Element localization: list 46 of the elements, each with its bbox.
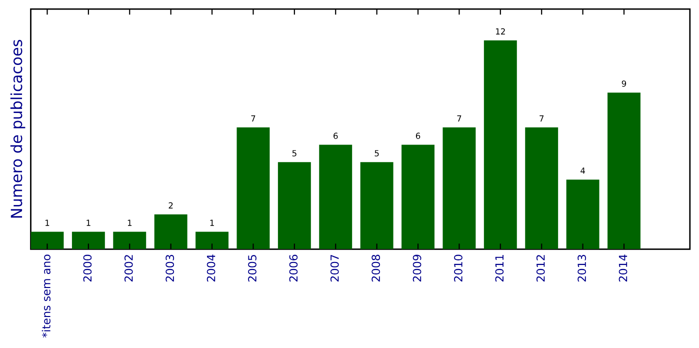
bar bbox=[525, 127, 558, 250]
bar bbox=[113, 232, 146, 250]
data-label: 5 bbox=[374, 150, 379, 156]
data-label: 2 bbox=[168, 202, 173, 208]
bar bbox=[196, 232, 229, 250]
data-label: 12 bbox=[496, 28, 505, 34]
data-label: 1 bbox=[46, 220, 50, 226]
x-tick-label: 2004 bbox=[206, 254, 216, 282]
data-label: 7 bbox=[251, 115, 256, 122]
data-label: 1 bbox=[128, 220, 132, 226]
bar bbox=[154, 214, 188, 250]
x-tick-label: 2007 bbox=[330, 254, 339, 282]
data-label: 5 bbox=[292, 150, 296, 156]
bar bbox=[566, 180, 600, 250]
y-axis-title: Numero de publicacoes bbox=[10, 40, 26, 218]
data-label: 6 bbox=[334, 132, 338, 139]
bar bbox=[30, 232, 64, 250]
bar bbox=[360, 162, 394, 250]
x-tick-label: 2006 bbox=[289, 254, 298, 282]
bar bbox=[236, 127, 270, 250]
data-label: 7 bbox=[457, 115, 462, 122]
x-tick-label: 2012 bbox=[536, 255, 545, 282]
x-tick-label: *itens sem ano bbox=[42, 254, 50, 338]
x-tick-label: 2005 bbox=[248, 255, 256, 282]
bar bbox=[402, 144, 434, 250]
x-tick-label: 2002 bbox=[124, 255, 133, 282]
x-tick-label: 2011 bbox=[495, 255, 504, 282]
data-label: 9 bbox=[622, 80, 626, 87]
x-tick-label: 2003 bbox=[166, 254, 174, 282]
x-tick-label: 2008 bbox=[372, 254, 380, 282]
x-tick-label: 2013 bbox=[578, 254, 586, 282]
bar bbox=[608, 92, 640, 250]
data-label: 1 bbox=[210, 220, 214, 226]
x-tick-label: 2000 bbox=[83, 254, 92, 282]
bar bbox=[484, 40, 517, 250]
bar bbox=[72, 232, 105, 250]
x-tick-label: 2014 bbox=[618, 254, 628, 282]
data-label: 4 bbox=[580, 168, 585, 174]
data-label: 7 bbox=[540, 115, 544, 122]
x-tick-label: 2010 bbox=[454, 254, 462, 282]
data-label: 1 bbox=[86, 220, 90, 226]
x-tick-label: 2009 bbox=[412, 254, 422, 282]
bar bbox=[442, 127, 476, 250]
bar bbox=[319, 144, 352, 250]
data-label: 6 bbox=[416, 132, 420, 139]
bar bbox=[278, 162, 311, 250]
